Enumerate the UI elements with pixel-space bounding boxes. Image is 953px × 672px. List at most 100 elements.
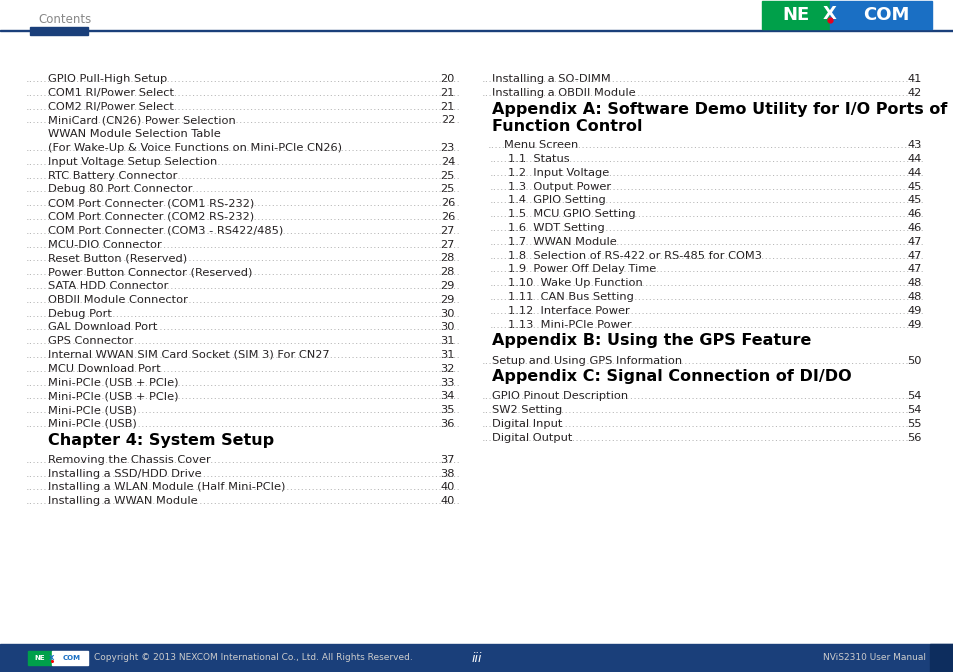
Text: 49: 49	[906, 306, 921, 316]
Text: 1.5  MCU GPIO Setting: 1.5 MCU GPIO Setting	[507, 209, 635, 219]
Text: 37: 37	[440, 455, 455, 465]
Text: 42: 42	[907, 88, 921, 98]
Text: COM1 RI/Power Select: COM1 RI/Power Select	[48, 88, 173, 98]
Text: Mini-PCIe (USB): Mini-PCIe (USB)	[48, 419, 136, 429]
Text: 1.10  Wake Up Function: 1.10 Wake Up Function	[507, 278, 642, 288]
Text: ................................................................................: ........................................…	[26, 240, 460, 249]
Text: ................................................................................: ........................................…	[489, 292, 923, 302]
Text: ................................................................................: ........................................…	[26, 88, 460, 98]
Bar	[929, 644, 953, 672]
Text: COM Port Connecter (COM2 RS-232): COM Port Connecter (COM2 RS-232)	[48, 212, 253, 222]
Text: COM Port Connecter (COM1 RS-232): COM Port Connecter (COM1 RS-232)	[48, 198, 254, 208]
Text: NE: NE	[781, 6, 809, 24]
Text: Mini-PCIe (USB + PCIe): Mini-PCIe (USB + PCIe)	[48, 391, 178, 401]
Bar	[30, 27, 88, 35]
Text: 27: 27	[440, 240, 455, 249]
Text: 1.11  CAN Bus Setting: 1.11 CAN Bus Setting	[507, 292, 633, 302]
Text: 48: 48	[906, 292, 921, 302]
Text: MCU Download Port: MCU Download Port	[48, 364, 161, 374]
Text: ................................................................................: ........................................…	[489, 306, 923, 316]
Text: 1.3  Output Power: 1.3 Output Power	[507, 181, 611, 192]
Text: 33: 33	[440, 378, 455, 388]
Text: Installing a OBDII Module: Installing a OBDII Module	[492, 88, 635, 98]
Text: Setup and Using GPS Information: Setup and Using GPS Information	[492, 355, 681, 366]
Text: COM2 RI/Power Select: COM2 RI/Power Select	[48, 101, 173, 112]
Text: Installing a WLAN Module (Half Mini-PCIe): Installing a WLAN Module (Half Mini-PCIe…	[48, 482, 285, 493]
Text: ................................................................................: ........................................…	[489, 320, 923, 330]
Text: 47: 47	[906, 265, 921, 274]
Text: 1.8  Selection of RS-422 or RS-485 for COM3: 1.8 Selection of RS-422 or RS-485 for CO…	[507, 251, 761, 261]
Text: ................................................................................: ........................................…	[26, 267, 460, 277]
Text: 55: 55	[906, 419, 921, 429]
Text: 46: 46	[907, 209, 921, 219]
Text: Function Control: Function Control	[492, 119, 641, 134]
Text: 1.2  Input Voltage: 1.2 Input Voltage	[507, 168, 609, 178]
Text: GPIO Pull-High Setup: GPIO Pull-High Setup	[48, 74, 167, 84]
Text: ................................................................................: ........................................…	[487, 140, 922, 151]
Bar	[0, 644, 953, 672]
Text: ................................................................................: ........................................…	[481, 355, 916, 366]
Text: ................................................................................: ........................................…	[489, 237, 923, 247]
Text: ................................................................................: ........................................…	[489, 278, 923, 288]
Text: Appendix A: Software Demo Utility for I/O Ports of: Appendix A: Software Demo Utility for I/…	[492, 101, 946, 117]
Text: 1.1  Status: 1.1 Status	[507, 154, 569, 164]
Text: ................................................................................: ........................................…	[26, 157, 460, 167]
Text: X: X	[822, 5, 836, 23]
Text: WWAN Module Selection Table: WWAN Module Selection Table	[48, 129, 220, 139]
Text: 24: 24	[440, 157, 455, 167]
Text: NViS2310 User Manual: NViS2310 User Manual	[822, 653, 925, 663]
Text: GAL Download Port: GAL Download Port	[48, 323, 157, 333]
Text: Appendix C: Signal Connection of DI/DO: Appendix C: Signal Connection of DI/DO	[492, 370, 851, 384]
Text: 23: 23	[440, 143, 455, 153]
Text: Installing a SSD/HDD Drive: Installing a SSD/HDD Drive	[48, 468, 201, 478]
Text: COM: COM	[862, 6, 908, 24]
Text: Power Button Connector (Reserved): Power Button Connector (Reserved)	[48, 267, 253, 277]
Text: ................................................................................: ........................................…	[481, 74, 916, 84]
Text: 28: 28	[440, 253, 455, 263]
Text: SW2 Setting: SW2 Setting	[492, 405, 561, 415]
Text: 30: 30	[440, 323, 455, 333]
Text: ................................................................................: ........................................…	[26, 212, 460, 222]
Bar	[0, 30, 953, 31]
Text: Installing a SO-DIMM: Installing a SO-DIMM	[492, 74, 610, 84]
Bar	[52, 651, 88, 665]
Text: ................................................................................: ........................................…	[26, 171, 460, 181]
Text: Menu Screen: Menu Screen	[503, 140, 578, 151]
Text: ................................................................................: ........................................…	[26, 391, 460, 401]
Text: ................................................................................: ........................................…	[26, 116, 460, 126]
Text: MCU-DIO Connector: MCU-DIO Connector	[48, 240, 162, 249]
Text: ................................................................................: ........................................…	[26, 350, 460, 360]
Text: ................................................................................: ........................................…	[26, 226, 460, 236]
Text: 49: 49	[906, 320, 921, 330]
Text: ................................................................................: ........................................…	[26, 336, 460, 346]
Text: Debug Port: Debug Port	[48, 308, 112, 319]
Text: ................................................................................: ........................................…	[26, 143, 460, 153]
Text: Appendix B: Using the GPS Feature: Appendix B: Using the GPS Feature	[492, 333, 810, 349]
Text: 50: 50	[906, 355, 921, 366]
Text: ................................................................................: ........................................…	[489, 168, 923, 178]
Text: 38: 38	[440, 468, 455, 478]
Text: Input Voltage Setup Selection: Input Voltage Setup Selection	[48, 157, 217, 167]
Text: 48: 48	[906, 278, 921, 288]
Text: ................................................................................: ........................................…	[26, 364, 460, 374]
Text: 1.6  WDT Setting: 1.6 WDT Setting	[507, 223, 604, 233]
Text: ................................................................................: ........................................…	[26, 281, 460, 291]
Text: 32: 32	[440, 364, 455, 374]
Text: ................................................................................: ........................................…	[489, 154, 923, 164]
Text: ................................................................................: ........................................…	[489, 196, 923, 206]
Text: Chapter 4: System Setup: Chapter 4: System Setup	[48, 433, 274, 448]
Text: Reset Button (Reserved): Reset Button (Reserved)	[48, 253, 187, 263]
Text: 25: 25	[440, 184, 455, 194]
Text: 27: 27	[440, 226, 455, 236]
Text: 54: 54	[906, 405, 921, 415]
Text: 30: 30	[440, 308, 455, 319]
Text: ................................................................................: ........................................…	[26, 101, 460, 112]
Text: 21: 21	[440, 101, 455, 112]
Text: (For Wake-Up & Voice Functions on Mini-PCIe CN26): (For Wake-Up & Voice Functions on Mini-P…	[48, 143, 341, 153]
Text: ................................................................................: ........................................…	[26, 378, 460, 388]
Text: MiniCard (CN26) Power Selection: MiniCard (CN26) Power Selection	[48, 116, 235, 126]
Bar	[28, 651, 52, 665]
Text: 31: 31	[440, 336, 455, 346]
Text: ................................................................................: ........................................…	[26, 295, 460, 305]
Text: ................................................................................: ........................................…	[26, 468, 460, 478]
